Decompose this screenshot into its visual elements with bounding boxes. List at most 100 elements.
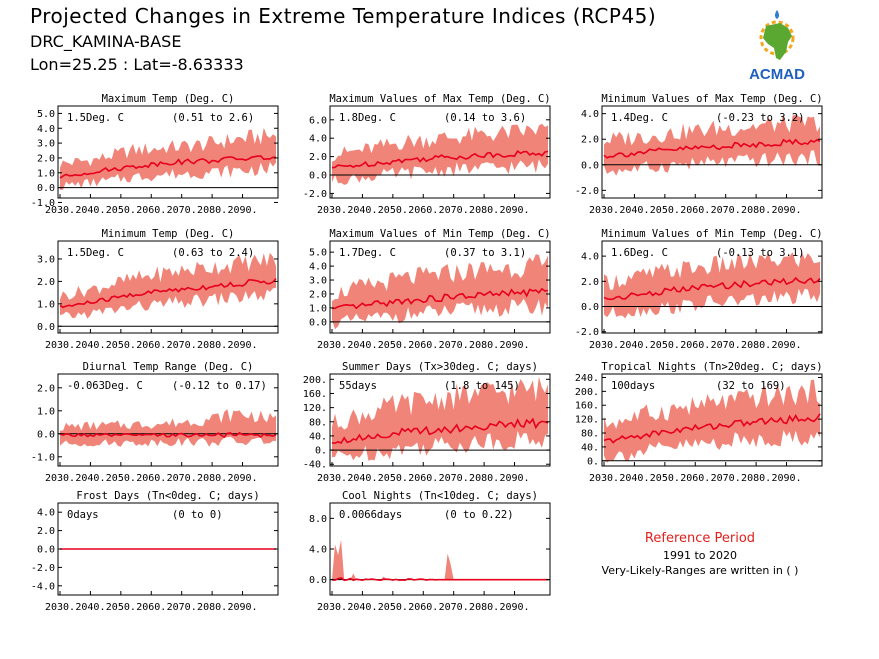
y-tick-label: 2.0 xyxy=(37,277,55,288)
x-tick-label: 2080. xyxy=(741,205,771,216)
x-tick-label: 2070. xyxy=(439,205,469,216)
x-tick-label: 2070. xyxy=(167,205,197,216)
x-tick-label: 2080. xyxy=(741,473,771,484)
plot-frame xyxy=(329,240,551,334)
x-tick-label: 2090. xyxy=(227,473,257,484)
mean-line xyxy=(59,431,277,439)
panel-range: (0.14 to 3.6) xyxy=(444,112,526,124)
x-tick-label: 2050. xyxy=(106,205,136,216)
y-tick-label: 2.0 xyxy=(309,152,327,163)
x-tick-label: 2050. xyxy=(378,340,408,351)
y-tick-label: 5.0 xyxy=(309,248,327,259)
x-tick-label: 2040. xyxy=(75,340,105,351)
x-tick-label: 2030. xyxy=(317,340,347,351)
x-tick-label: 2060. xyxy=(408,340,438,351)
y-tick-label: 120. xyxy=(303,403,327,414)
x-tick-label: 2080. xyxy=(469,205,499,216)
x-tick-label: 2070. xyxy=(439,602,469,613)
panel-summary: 1.7Deg. C xyxy=(339,247,396,259)
plot-frame xyxy=(601,105,823,199)
x-tick-label: 2090. xyxy=(499,340,529,351)
x-tick-label: 2050. xyxy=(650,205,680,216)
x-tick-label: 2050. xyxy=(650,340,680,351)
plot-frame xyxy=(57,373,279,467)
y-tick-label: 200. xyxy=(575,387,599,398)
x-tick-label: 2040. xyxy=(619,205,649,216)
panel-summary: 0.0066days xyxy=(339,509,402,521)
x-tick-label: 2030. xyxy=(45,602,75,613)
panel-title: Cool Nights (Tn<10deg. C; days) xyxy=(342,490,538,502)
mean-line xyxy=(331,149,549,169)
x-tick-label: 2040. xyxy=(347,473,377,484)
y-tick-label: -2.0 xyxy=(303,189,327,200)
y-tick-label: -40. xyxy=(303,460,327,471)
x-tick-label: 2040. xyxy=(75,205,105,216)
y-tick-label: 2.0 xyxy=(581,277,599,288)
reference-period-years: 1991 to 2020 xyxy=(662,549,738,562)
logo-text: ACMAD xyxy=(749,66,805,83)
y-tick-label: -4.0 xyxy=(31,581,55,592)
x-tick-label: 2070. xyxy=(711,473,741,484)
panel-title: Maximum Values of Min Temp (Deg. C) xyxy=(329,228,550,240)
x-tick-label: 2060. xyxy=(136,340,166,351)
mean-line xyxy=(603,276,821,301)
y-tick-label: 1.0 xyxy=(309,303,327,314)
panel-summary: 0days xyxy=(67,509,99,521)
mean-line xyxy=(603,138,821,159)
x-tick-label: 2080. xyxy=(469,340,499,351)
y-tick-label: 0.0 xyxy=(309,171,327,182)
y-tick-label: 200. xyxy=(303,375,327,386)
plot-frame xyxy=(329,105,551,199)
x-tick-label: 2080. xyxy=(197,473,227,484)
mean-line xyxy=(59,155,277,179)
panel-summary: -0.063Deg. C xyxy=(67,380,143,392)
chart-panel: 3.0 2.0 1.0 0.0 2030. 2040. 2050. 2060. 2070. 208… xyxy=(37,228,279,351)
range-band xyxy=(604,379,820,463)
panel-summary: 100days xyxy=(611,380,655,392)
panel-summary: 55days xyxy=(339,380,377,392)
y-tick-label: 1.0 xyxy=(37,406,55,417)
y-tick-label: 4.0 xyxy=(37,508,55,519)
x-tick-label: 2040. xyxy=(75,602,105,613)
panel-title: Minimum Values of Min Temp (Deg. C) xyxy=(601,228,822,240)
panel-range: (-0.12 to 0.17) xyxy=(172,380,267,392)
x-tick-label: 2070. xyxy=(167,340,197,351)
panel-range: (0 to 0.22) xyxy=(444,509,514,521)
panel-title: Tropical Nights (Tn>20deg. C; days) xyxy=(601,361,822,373)
panel-title: Maximum Temp (Deg. C) xyxy=(102,93,235,105)
mean-line xyxy=(331,417,549,445)
x-tick-label: 2030. xyxy=(45,205,75,216)
y-tick-label: 0.0 xyxy=(37,183,55,194)
x-tick-label: 2070. xyxy=(439,473,469,484)
mean-line xyxy=(59,277,277,309)
y-tick-label: 80. xyxy=(581,429,599,440)
y-tick-label: 4.0 xyxy=(309,545,327,556)
y-tick-label: 4.0 xyxy=(309,134,327,145)
x-tick-label: 2060. xyxy=(408,473,438,484)
y-tick-label: 4.0 xyxy=(581,109,599,120)
x-tick-label: 2060. xyxy=(680,340,710,351)
panel-title: Frost Days (Tn<0deg. C; days) xyxy=(76,490,259,502)
x-tick-label: 2030. xyxy=(589,205,619,216)
y-tick-label: 40. xyxy=(581,442,599,453)
range-band xyxy=(60,409,276,447)
mean-line xyxy=(603,413,821,444)
x-tick-label: 2050. xyxy=(378,473,408,484)
x-tick-label: 2090. xyxy=(771,473,801,484)
panel-range: (0.63 to 2.4) xyxy=(172,247,254,259)
y-tick-label: 160. xyxy=(303,389,327,400)
chart-panel: 200.160.120.80.40.0.-40.2030. 2040. 2050. 2… xyxy=(303,361,551,484)
panel-title: Minimum Temp (Deg. C) xyxy=(102,228,235,240)
station-name: DRC_KAMINA-BASE xyxy=(30,32,182,51)
panel-range: (-0.13 to 3.1) xyxy=(716,247,805,259)
x-tick-label: 2080. xyxy=(741,340,771,351)
y-tick-label: -1.0 xyxy=(31,198,55,209)
x-tick-label: 2080. xyxy=(197,340,227,351)
x-tick-label: 2090. xyxy=(499,205,529,216)
plot-frame xyxy=(57,105,279,199)
x-tick-label: 2030. xyxy=(45,340,75,351)
x-tick-label: 2050. xyxy=(378,205,408,216)
panel-title: Minimum Values of Max Temp (Deg. C) xyxy=(601,93,822,105)
